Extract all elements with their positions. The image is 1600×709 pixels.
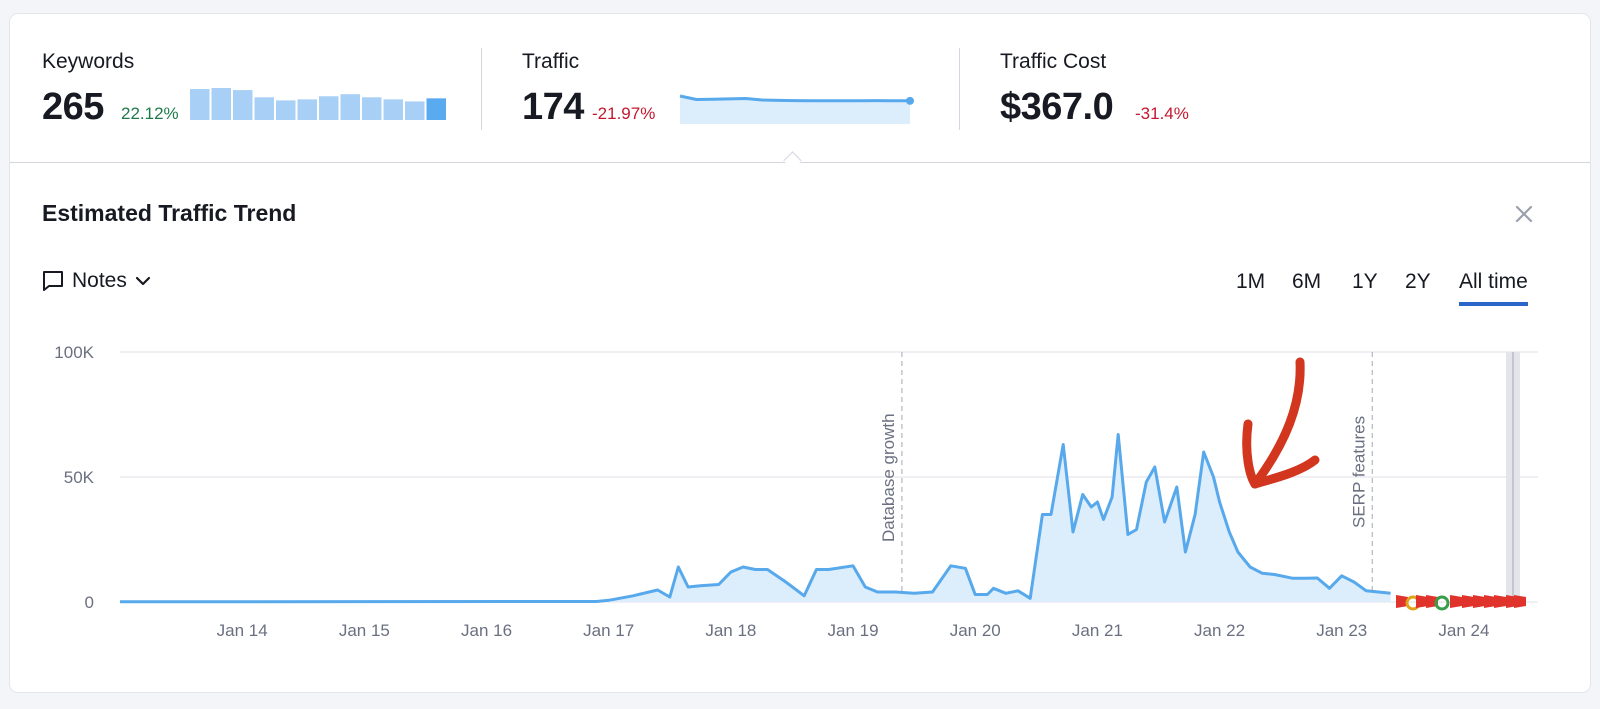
annotation-label: SERP features: [1349, 416, 1368, 528]
x-tick-label: Jan 20: [950, 621, 1001, 640]
red-arrow-shaft: [1250, 357, 1305, 489]
keywords-spark-bar: [362, 97, 382, 120]
traffic-metric[interactable]: Traffic 174 -21.97%: [490, 14, 960, 162]
range-tab-1m[interactable]: 1M: [1236, 270, 1266, 293]
keywords-spark-bar: [276, 100, 296, 120]
y-tick-label: 50K: [64, 468, 95, 487]
traffic-line: [119, 433, 1391, 604]
range-tab-2y[interactable]: 2Y: [1405, 270, 1431, 293]
traffic-cost-label: Traffic Cost: [1000, 50, 1107, 73]
traffic-label: Traffic: [522, 50, 580, 73]
keywords-spark-bar: [211, 88, 231, 120]
x-tick-label: Jan 21: [1072, 621, 1123, 640]
note-flag-icon: [1514, 595, 1526, 608]
metrics-row: Keywords 265 22.12% Traffic 174 -21.97% …: [10, 14, 1590, 163]
traffic-cost-metric[interactable]: Traffic Cost $367.0 -31.4%: [968, 14, 1438, 162]
keywords-metric[interactable]: Keywords 265 22.12%: [10, 14, 480, 162]
note-flag-icon: [1484, 595, 1496, 608]
keywords-change: 22.12%: [121, 104, 179, 123]
comment-icon: [43, 271, 63, 291]
notes-dropdown[interactable]: Notes: [42, 264, 151, 298]
keywords-spark-bar: [190, 89, 210, 120]
note-flag-icon: [1450, 595, 1462, 608]
note-flag-icon: [1396, 595, 1408, 608]
keywords-spark-bar: [233, 90, 253, 120]
x-tick-label: Jan 15: [339, 621, 390, 640]
traffic-value: 174: [522, 86, 584, 128]
traffic-trend-chart: 100K 50K 0 Jan 14 Jan 15 Jan 16 Jan 17 Jan 18 Ja…: [54, 343, 1538, 640]
note-flag-icon: [1494, 595, 1506, 608]
annotation-label: Database growth: [879, 413, 898, 542]
notes-label: Notes: [72, 269, 127, 292]
traffic-overview-card: Keywords 265 22.12% Traffic 174 -21.97% …: [10, 14, 1590, 692]
metric-divider: [959, 48, 960, 130]
keywords-value: 265: [42, 86, 104, 128]
keywords-spark-bar: [340, 94, 360, 120]
keywords-spark-bar: [426, 98, 446, 120]
keywords-sparkline: [190, 88, 446, 120]
x-tick-label: Jan 18: [705, 621, 756, 640]
keywords-spark-bar: [405, 101, 425, 120]
range-tab-1y[interactable]: 1Y: [1352, 270, 1378, 293]
x-tick-label: Jan 22: [1194, 621, 1245, 640]
close-icon[interactable]: [1510, 200, 1538, 228]
traffic-change: -21.97%: [592, 104, 656, 123]
y-tick-label: 0: [85, 593, 94, 612]
keywords-spark-bar: [254, 97, 274, 120]
panel-title: Estimated Traffic Trend: [42, 200, 297, 226]
metric-divider: [481, 48, 482, 130]
y-tick-label: 100K: [54, 343, 94, 362]
traffic-spark-end-dot: [906, 96, 914, 105]
keywords-spark-bar: [297, 99, 317, 120]
note-flag-icon: [1416, 595, 1428, 608]
range-tab-all-time[interactable]: All time: [1459, 270, 1528, 306]
traffic-sparkline: [679, 94, 914, 124]
note-flag-icon: [1473, 595, 1485, 608]
x-tick-label: Jan 23: [1316, 621, 1367, 640]
x-tick-label: Jan 17: [583, 621, 634, 640]
chevron-down-icon: [135, 276, 150, 286]
serp-note-icon: [1434, 595, 1450, 611]
x-tick-label: Jan 24: [1438, 621, 1489, 640]
x-tick-label: Jan 19: [828, 621, 879, 640]
x-tick-label: Jan 14: [217, 621, 268, 640]
x-tick-label: Jan 16: [461, 621, 512, 640]
traffic-area: [120, 434, 1391, 602]
traffic-spark-area: [680, 96, 910, 124]
traffic-cost-change: -31.4%: [1135, 104, 1189, 123]
close-icon-glyph: [1515, 205, 1533, 223]
range-tab-6m[interactable]: 6M: [1292, 270, 1322, 293]
keywords-spark-bar: [319, 96, 339, 120]
red-arrow-head: [1242, 419, 1320, 489]
keywords-label: Keywords: [42, 50, 135, 73]
traffic-spark-line: [679, 94, 910, 103]
traffic-cost-value: $367.0: [1000, 86, 1114, 128]
keywords-spark-bar: [383, 99, 403, 120]
note-flag-icon: [1462, 595, 1474, 608]
